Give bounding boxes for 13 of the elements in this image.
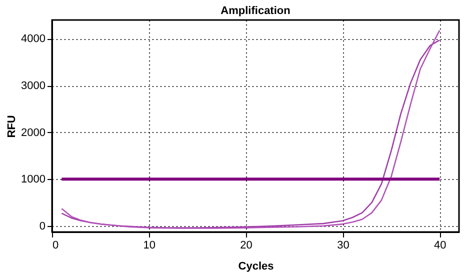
y-tick-label: 4000 [21,33,46,46]
y-tick-label: 1000 [21,174,46,186]
y-tick-label: 0 [39,220,46,232]
x-axis-title: Cycles [238,260,274,272]
chart-title: Amplification [220,5,291,17]
y-axis-title: RFU [6,115,18,138]
x-tick-label: 30 [337,240,350,252]
x-tick-label: 40 [434,240,446,252]
y-tick-label: 3000 [21,80,46,92]
x-tick-label: 10 [143,240,156,252]
x-tick-label: 0 [52,240,59,252]
x-tick-label: 20 [240,240,252,252]
y-tick-label: 2000 [21,126,46,139]
